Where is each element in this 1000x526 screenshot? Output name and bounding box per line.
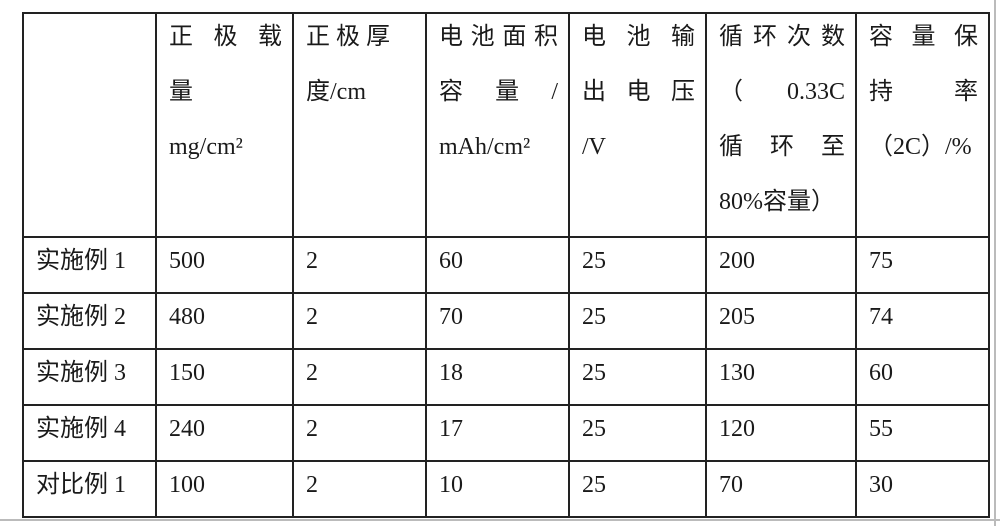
table-cell: 70 — [425, 292, 570, 350]
header-line: 正 极 载 — [169, 24, 282, 50]
header-line: 量 — [169, 79, 193, 105]
header-cell: 循环次数 （ 0.33C 循 环 至 80%容量） — [705, 12, 857, 238]
header-line: 电 池 输 — [582, 24, 695, 50]
table-cell: 205 — [705, 292, 857, 350]
table-row: 实施例 4 240 2 17 25 120 55 — [22, 404, 990, 462]
header-cell: 正 极 厚度/cm — [292, 12, 427, 238]
table-cell: 200 — [705, 236, 857, 294]
header-cell: 正 极 载量 mg/cm² — [155, 12, 294, 238]
table-cell: 2 — [292, 404, 427, 462]
table-cell: 480 — [155, 292, 294, 350]
table-row: 对比例 1 100 2 10 25 70 30 — [22, 460, 990, 518]
header-cell: 容 量 保持 率 （2C）/% — [855, 12, 990, 238]
header-line: （2C）/% — [869, 134, 972, 160]
table-cell: 60 — [855, 348, 990, 406]
table-cell: 240 — [155, 404, 294, 462]
table-cell: 25 — [568, 404, 707, 462]
row-label-cell: 实施例 4 — [22, 404, 157, 462]
header-line: 出 电 压 — [582, 79, 695, 105]
row-label-cell: 对比例 1 — [22, 460, 157, 518]
header-line: 正 极 厚 — [306, 24, 390, 50]
table-cell: 60 — [425, 236, 570, 294]
table-cell: 74 — [855, 292, 990, 350]
header-row: 正 极 载量 mg/cm² 正 极 厚度/cm 电池面积容 量 / mAh/cm² 电 池… — [22, 12, 990, 238]
table-cell: 100 — [155, 460, 294, 518]
header-line: 度/cm — [306, 79, 366, 105]
table-row: 实施例 2 480 2 70 25 205 74 — [22, 292, 990, 350]
table-cell: 120 — [705, 404, 857, 462]
table-row: 实施例 1 500 2 60 25 200 75 — [22, 236, 990, 294]
table-cell: 55 — [855, 404, 990, 462]
header-line: 电池面积 — [439, 24, 558, 50]
header-line: mAh/cm² — [439, 134, 531, 160]
header-line: 持 率 — [869, 79, 978, 105]
header-cell: 电 池 输出 电 压/V — [568, 12, 707, 238]
page-edge-bottom — [0, 519, 1000, 521]
table-cell: 25 — [568, 348, 707, 406]
table-cell: 25 — [568, 292, 707, 350]
table-cell: 500 — [155, 236, 294, 294]
header-line: 循环次数 — [719, 24, 845, 50]
header-cell — [22, 12, 157, 238]
table-cell: 2 — [292, 236, 427, 294]
table-cell: 25 — [568, 236, 707, 294]
table-cell: 75 — [855, 236, 990, 294]
table-cell: 2 — [292, 348, 427, 406]
header-line: 容 量 保 — [869, 24, 978, 50]
row-label-cell: 实施例 2 — [22, 292, 157, 350]
table-cell: 10 — [425, 460, 570, 518]
header-line: 80%容量） — [719, 189, 835, 215]
table-cell: 2 — [292, 460, 427, 518]
table-cell: 2 — [292, 292, 427, 350]
header-cell: 电池面积容 量 / mAh/cm² — [425, 12, 570, 238]
table-row: 实施例 3 150 2 18 25 130 60 — [22, 348, 990, 406]
header-line: （ 0.33C — [719, 79, 845, 105]
table-cell: 30 — [855, 460, 990, 518]
data-table: 正 极 载量 mg/cm² 正 极 厚度/cm 电池面积容 量 / mAh/cm² 电 池… — [22, 12, 990, 518]
header-line: 容 量 / — [439, 79, 558, 105]
table-cell: 17 — [425, 404, 570, 462]
header-line: mg/cm² — [169, 134, 243, 160]
table-cell: 150 — [155, 348, 294, 406]
header-line: /V — [582, 134, 606, 160]
table-cell: 25 — [568, 460, 707, 518]
table-cell: 70 — [705, 460, 857, 518]
table-cell: 18 — [425, 348, 570, 406]
header-line: 循 环 至 — [719, 134, 845, 160]
page-edge-right — [994, 0, 996, 526]
table-cell: 130 — [705, 348, 857, 406]
row-label-cell: 实施例 3 — [22, 348, 157, 406]
row-label-cell: 实施例 1 — [22, 236, 157, 294]
